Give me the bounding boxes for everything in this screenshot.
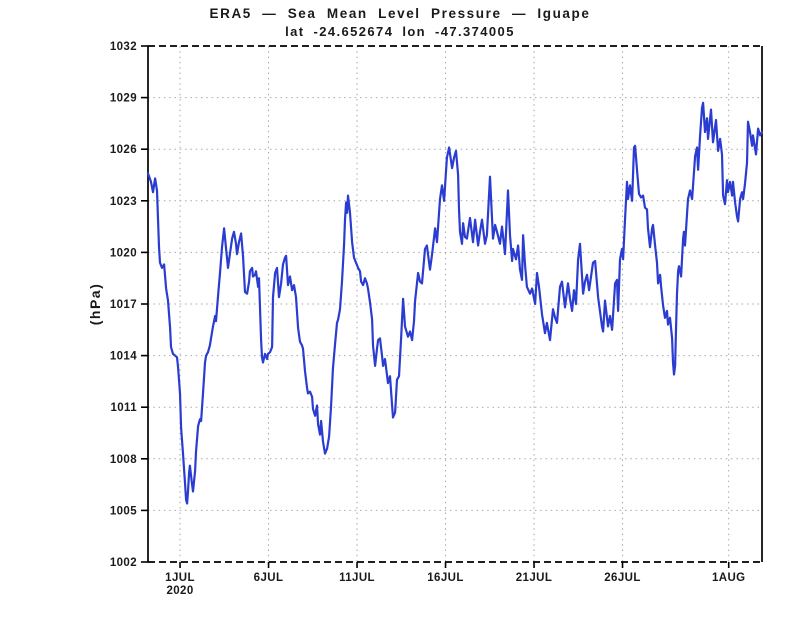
- y-tick-label: 1023: [110, 196, 137, 208]
- x-tick-label: 16JUL: [427, 572, 464, 584]
- x-tick-label: 26JUL: [604, 572, 641, 584]
- x-tick-label: 6JUL: [254, 572, 284, 584]
- x-tick-label: 11JUL: [339, 572, 375, 584]
- y-tick-label: 1026: [110, 144, 137, 156]
- y-tick-label: 1005: [110, 505, 137, 517]
- x-tick-label: 1JUL: [165, 572, 195, 584]
- y-tick-label: 1017: [110, 299, 137, 311]
- y-tick-label: 1011: [110, 402, 137, 414]
- chart-subtitle: lat -24.652674 lon -47.374005: [285, 24, 515, 39]
- x-tick-label: 21JUL: [516, 572, 553, 584]
- chart-titles: ERA5 — Sea Mean Level Pressure — Iguape …: [0, 6, 800, 39]
- gridlines: [148, 46, 762, 562]
- x-tick-label: 1AUG: [712, 572, 746, 584]
- y-tick-label: 1029: [110, 93, 137, 105]
- x-tick-sublabel: 2020: [166, 585, 193, 597]
- axis-ticks: [141, 45, 730, 568]
- y-axis-label: (hPa): [87, 282, 103, 326]
- chart-title: ERA5 — Sea Mean Level Pressure — Iguape: [209, 6, 591, 21]
- y-tick-labels: 1002 1005 1008 1011 1014 1017 1020 1023 1026 1029…: [110, 41, 137, 569]
- y-tick-label: 1008: [110, 454, 137, 466]
- pressure-line: [146, 101, 764, 505]
- y-tick-label: 1014: [110, 351, 137, 363]
- plot-border: [147, 45, 763, 563]
- y-tick-label: 1020: [110, 247, 137, 259]
- y-tick-label: 1002: [110, 557, 137, 569]
- y-tick-label: 1032: [110, 41, 137, 53]
